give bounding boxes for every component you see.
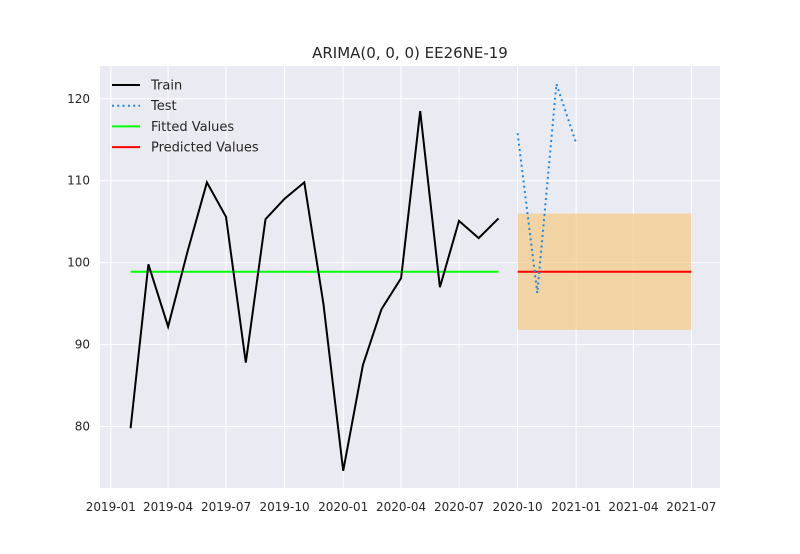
chart-title: ARIMA(0, 0, 0) EE26NE-19	[312, 44, 508, 62]
y-gridlines	[100, 98, 720, 428]
train-legend-label: Train	[150, 79, 182, 94]
x-tick-label: 2019-04	[143, 500, 193, 514]
train-line	[129, 110, 500, 471]
test-legend-label: Test	[150, 99, 177, 114]
x-tick-label: 2020-04	[376, 500, 426, 514]
x-tick-labels: 2019-01 2019-04 2019-07 2019-10 2020-01 2020-…	[86, 500, 717, 514]
test-line	[516, 83, 578, 294]
y-tick-label: 100	[67, 256, 90, 270]
x-tick-label: 2019-07	[201, 500, 251, 514]
series-layer	[129, 83, 692, 471]
y-tick-label: 110	[67, 174, 90, 188]
x-tick-label: 2019-01	[86, 500, 136, 514]
x-tick-label: 2021-01	[551, 500, 601, 514]
y-tick-label: 90	[75, 338, 90, 352]
y-tick-label: 120	[67, 92, 90, 106]
fitted-values-legend-label: Fitted Values	[151, 120, 234, 135]
x-tick-label: 2020-01	[318, 500, 368, 514]
x-tick-label: 2019-10	[260, 500, 310, 514]
y-tick-label: 80	[75, 420, 90, 434]
predicted-values-legend-label: Predicted Values	[151, 141, 259, 156]
x-tick-label: 2020-07	[434, 500, 484, 514]
x-tick-label: 2021-04	[608, 500, 658, 514]
x-tick-label: 2020-10	[493, 500, 543, 514]
x-tick-label: 2021-07	[666, 500, 716, 514]
legend: Train Test Fitted Values Predicted Values	[112, 79, 259, 156]
y-tick-labels: 80 90 100 110 120	[67, 92, 90, 434]
